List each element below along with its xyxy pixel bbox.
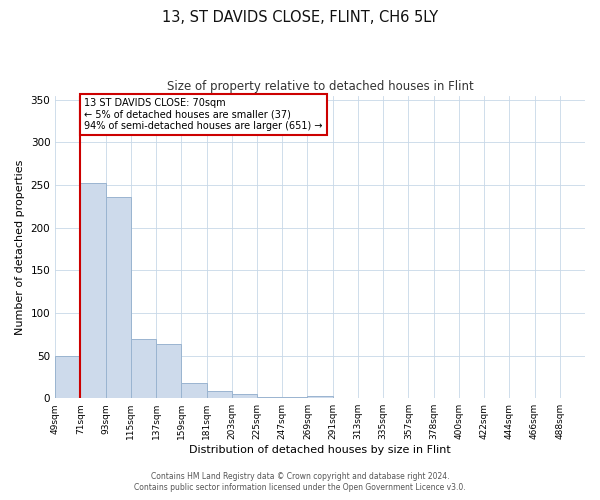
Bar bbox=[282, 396, 307, 398]
Text: 13 ST DAVIDS CLOSE: 70sqm
← 5% of detached houses are smaller (37)
94% of semi-d: 13 ST DAVIDS CLOSE: 70sqm ← 5% of detach… bbox=[84, 98, 323, 132]
Bar bbox=[206, 390, 232, 398]
Bar bbox=[55, 356, 80, 398]
Bar bbox=[156, 344, 181, 398]
Text: Contains HM Land Registry data © Crown copyright and database right 2024.
Contai: Contains HM Land Registry data © Crown c… bbox=[134, 472, 466, 492]
Bar bbox=[232, 394, 257, 398]
Bar bbox=[181, 383, 206, 398]
Bar bbox=[80, 184, 106, 398]
Bar bbox=[106, 197, 131, 398]
Bar bbox=[257, 396, 282, 398]
X-axis label: Distribution of detached houses by size in Flint: Distribution of detached houses by size … bbox=[189, 445, 451, 455]
Text: 13, ST DAVIDS CLOSE, FLINT, CH6 5LY: 13, ST DAVIDS CLOSE, FLINT, CH6 5LY bbox=[162, 10, 438, 25]
Bar bbox=[131, 340, 156, 398]
Bar bbox=[307, 396, 332, 398]
Title: Size of property relative to detached houses in Flint: Size of property relative to detached ho… bbox=[167, 80, 473, 93]
Y-axis label: Number of detached properties: Number of detached properties bbox=[15, 159, 25, 334]
